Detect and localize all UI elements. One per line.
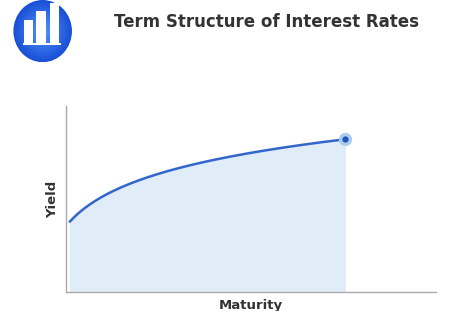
Ellipse shape — [36, 24, 49, 38]
Ellipse shape — [18, 5, 67, 58]
Ellipse shape — [24, 11, 62, 51]
Ellipse shape — [41, 30, 44, 33]
Ellipse shape — [25, 12, 60, 50]
Ellipse shape — [32, 20, 53, 42]
Ellipse shape — [30, 18, 55, 44]
Ellipse shape — [38, 26, 47, 36]
Ellipse shape — [29, 17, 56, 45]
Y-axis label: Yield: Yield — [46, 180, 59, 218]
Ellipse shape — [42, 30, 44, 32]
Ellipse shape — [28, 16, 57, 47]
Ellipse shape — [37, 25, 48, 37]
X-axis label: Maturity: Maturity — [219, 299, 283, 311]
Ellipse shape — [23, 10, 63, 52]
Ellipse shape — [37, 26, 48, 37]
Ellipse shape — [18, 6, 67, 57]
Ellipse shape — [27, 15, 58, 48]
Ellipse shape — [39, 27, 46, 35]
Ellipse shape — [29, 16, 56, 46]
Ellipse shape — [22, 9, 63, 53]
Ellipse shape — [34, 22, 52, 40]
Ellipse shape — [16, 2, 70, 60]
Ellipse shape — [36, 23, 50, 39]
Ellipse shape — [21, 8, 64, 54]
Ellipse shape — [40, 29, 45, 34]
Ellipse shape — [19, 6, 66, 56]
Ellipse shape — [24, 12, 61, 51]
Ellipse shape — [20, 7, 65, 55]
Ellipse shape — [26, 13, 60, 49]
Ellipse shape — [15, 2, 71, 61]
Ellipse shape — [14, 1, 71, 62]
Ellipse shape — [32, 19, 54, 43]
Bar — [24, 20, 33, 44]
Ellipse shape — [17, 4, 68, 58]
Bar — [36, 11, 46, 44]
Text: Term Structure of Interest Rates: Term Structure of Interest Rates — [114, 13, 419, 31]
Bar — [23, 43, 61, 45]
Ellipse shape — [13, 0, 72, 62]
Ellipse shape — [31, 19, 55, 44]
Ellipse shape — [21, 9, 64, 54]
Ellipse shape — [35, 23, 51, 40]
Bar — [50, 3, 59, 44]
Ellipse shape — [33, 21, 52, 41]
Ellipse shape — [27, 14, 59, 48]
Ellipse shape — [16, 3, 69, 59]
Ellipse shape — [40, 28, 46, 34]
